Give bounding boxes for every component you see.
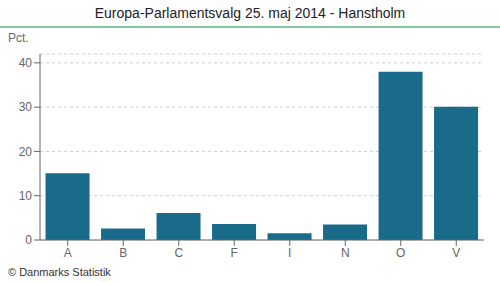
html-text:© Danmarks Statistik: © Danmarks Statistik [8, 266, 111, 278]
svg-text:20: 20 [19, 145, 33, 159]
svg-text:N: N [341, 246, 350, 260]
svg-text:A: A [64, 246, 72, 260]
svg-text:0: 0 [25, 233, 32, 247]
svg-text:I: I [288, 246, 291, 260]
svg-text:O: O [396, 246, 405, 260]
html-text:Pct.: Pct. [8, 31, 29, 45]
svg-text:B: B [119, 246, 127, 260]
svg-text:F: F [231, 246, 238, 260]
svg-text:10: 10 [19, 189, 33, 203]
html-text:Europa-Parlamentsvalg 25. maj: Europa-Parlamentsvalg 25. maj 2014 - Han… [94, 5, 406, 21]
svg-text:V: V [452, 246, 460, 260]
svg-text:30: 30 [19, 100, 33, 114]
svg-text:C: C [174, 246, 183, 260]
svg-text:40: 40 [19, 56, 33, 70]
